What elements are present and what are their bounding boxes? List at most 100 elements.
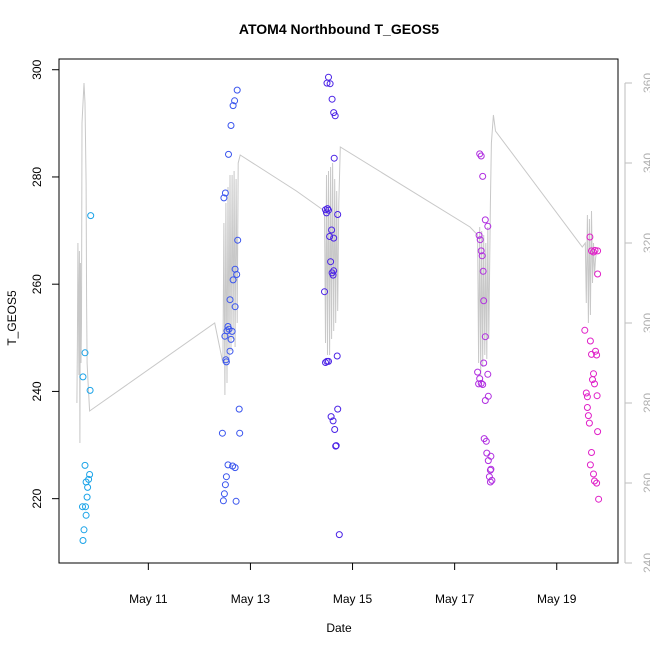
scatter-point [226, 296, 234, 304]
scatter-point [481, 216, 489, 224]
scatter-point [488, 476, 496, 484]
x-tick-label: May 17 [435, 592, 475, 606]
scatter-point [327, 413, 335, 421]
y-tick-label: 260 [30, 274, 44, 294]
series-line [76, 82, 598, 444]
scatter-point [221, 189, 229, 197]
scatter-point [590, 248, 597, 256]
scatter-point [324, 205, 331, 213]
scatter-point [86, 471, 94, 478]
scatter-point [483, 449, 491, 457]
scatter-point [227, 335, 235, 343]
y2-tick-label: 300 [641, 313, 650, 333]
scatter-point [80, 526, 88, 534]
scatter-point [586, 461, 594, 469]
scatter-point [236, 429, 244, 437]
scatter-point [590, 470, 597, 478]
y2-tick-label: 280 [641, 393, 650, 413]
plot-frame [58, 58, 619, 564]
scatter-point [594, 270, 602, 278]
y2-tick-label: 340 [641, 153, 650, 173]
scatter-point [476, 150, 484, 158]
scatter-point [474, 368, 482, 376]
scatter-point [330, 109, 338, 117]
scatter-point [333, 352, 341, 360]
x-tick-label: May 13 [231, 592, 271, 606]
scatter-point [234, 236, 242, 244]
scatter-point [586, 233, 594, 241]
scatter-point [232, 497, 240, 505]
scatter-point [220, 490, 228, 498]
scatter-point [581, 326, 589, 334]
scatter-point [481, 333, 489, 341]
scatter-point [228, 327, 236, 335]
y-tick-label: 300 [30, 59, 44, 79]
x-tick-label: May 11 [129, 592, 168, 606]
scatter-point [591, 246, 599, 254]
scatter-point [486, 478, 494, 486]
scatter-point [595, 495, 603, 503]
scatter-point [477, 247, 485, 255]
y2-tick-label: 360 [641, 73, 650, 93]
points-layer [79, 73, 603, 544]
scatter-point [588, 449, 595, 456]
scatter-point [583, 404, 591, 411]
scatter-point [222, 358, 230, 366]
scatter-point [591, 380, 598, 388]
scatter-point [484, 222, 492, 230]
scatter-point [476, 375, 484, 383]
scatter-point [332, 442, 340, 450]
scatter-point [592, 347, 599, 355]
y-axis-right: 240 260 280 300 320 340 360 [624, 73, 650, 573]
scatter-point [226, 347, 234, 355]
scatter-point [82, 503, 89, 511]
line-layer [76, 82, 598, 444]
scatter-point [475, 231, 483, 239]
scatter-point [81, 349, 89, 357]
scatter-point [327, 258, 335, 266]
scatter-point [593, 392, 601, 400]
scatter-point [478, 252, 486, 260]
scatter-point [221, 481, 229, 489]
scatter-point [335, 531, 343, 539]
scatter-point [83, 493, 91, 501]
scatter-point [591, 477, 598, 485]
scatter-point [220, 194, 228, 202]
scatter-point [481, 397, 489, 404]
scatter-point [479, 381, 487, 388]
x-tick-label: May 19 [537, 592, 577, 606]
scatter-point [84, 483, 92, 491]
scatter-point [329, 271, 337, 279]
scatter-point [233, 271, 241, 278]
y-tick-label: 220 [30, 488, 44, 508]
y-axis-label: T_GEOS5 [5, 290, 19, 346]
scatter-point [82, 511, 90, 519]
scatter-point [584, 412, 592, 420]
scatter-point [479, 172, 487, 180]
scatter-point [85, 475, 93, 483]
scatter-point [330, 154, 338, 162]
scatter-point [326, 80, 334, 88]
scatter-point [79, 537, 87, 544]
scatter-point [218, 429, 226, 437]
y-tick-label: 280 [30, 167, 44, 187]
scatter-point [593, 351, 601, 359]
scatter-point [325, 357, 332, 365]
scatter-point [594, 428, 602, 436]
scatter-point [330, 267, 338, 275]
scatter-point [582, 389, 590, 397]
scatter-point [480, 297, 488, 305]
x-axis: May 11 May 13 May 15 May 17 May 19 [129, 563, 577, 606]
scatter-point [223, 327, 231, 335]
x-tick-label: May 15 [333, 592, 373, 606]
scatter-point [331, 426, 339, 433]
scatter-point [480, 359, 488, 367]
scatter-point [225, 150, 232, 158]
scatter-point [81, 461, 89, 469]
scatter-point [229, 276, 237, 284]
scatter-point [484, 392, 492, 400]
scatter-point [233, 86, 241, 94]
scatter-point [477, 152, 485, 160]
scatter-point [487, 452, 495, 460]
